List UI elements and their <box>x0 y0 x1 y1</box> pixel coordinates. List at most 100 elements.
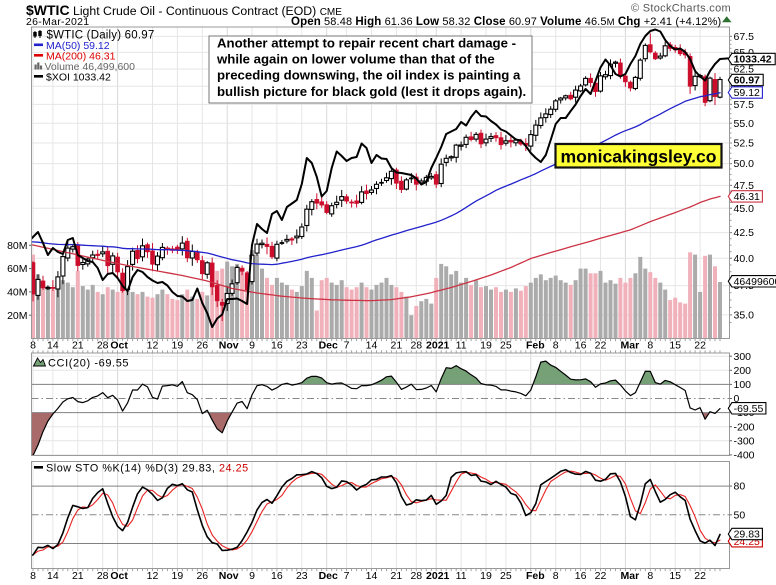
svg-text:200: 200 <box>734 365 752 377</box>
svg-text:Dec: Dec <box>319 340 338 352</box>
svg-text:$WTIC Light Crude Oil - Contin: $WTIC Light Crude Oil - Continuous Contr… <box>26 2 342 18</box>
svg-text:22: 22 <box>595 570 607 582</box>
svg-text:22: 22 <box>694 340 706 352</box>
svg-text:bullish picture for black gold: bullish picture for black gold (lest it … <box>217 84 526 99</box>
svg-text:21: 21 <box>72 340 84 352</box>
svg-text:60.97: 60.97 <box>734 75 760 87</box>
svg-text:Nov: Nov <box>219 340 239 352</box>
svg-text:28: 28 <box>97 340 109 352</box>
svg-text:while again on lower volume th: while again on lower volume than that of… <box>216 52 495 67</box>
svg-text:8: 8 <box>647 340 653 352</box>
svg-text:46499600: 46499600 <box>734 276 776 288</box>
svg-text:Slow STO %K(14) %D(3) 29.83, 2: Slow STO %K(14) %D(3) 29.83, 24.25 <box>46 462 249 474</box>
svg-text:28: 28 <box>410 570 422 582</box>
svg-text:8: 8 <box>647 570 653 582</box>
svg-text:9: 9 <box>249 570 255 582</box>
svg-text:26: 26 <box>196 570 208 582</box>
svg-text:CCI(20) -69.55: CCI(20) -69.55 <box>48 358 129 370</box>
svg-text:Feb: Feb <box>526 340 545 352</box>
svg-text:20M: 20M <box>7 310 27 322</box>
svg-text:8: 8 <box>30 570 36 582</box>
svg-text:25: 25 <box>500 340 512 352</box>
svg-text:2021: 2021 <box>426 340 450 352</box>
svg-text:8: 8 <box>553 570 559 582</box>
svg-text:35.0: 35.0 <box>734 310 755 322</box>
svg-text:Oct: Oct <box>110 340 128 352</box>
svg-text:22: 22 <box>595 340 607 352</box>
svg-text:59.12: 59.12 <box>734 87 760 99</box>
svg-text:80: 80 <box>734 481 746 493</box>
svg-text:9: 9 <box>249 340 255 352</box>
svg-text:50: 50 <box>734 509 746 521</box>
svg-text:16: 16 <box>271 570 283 582</box>
svg-text:-69.55: -69.55 <box>734 403 764 415</box>
svg-text:8: 8 <box>553 340 559 352</box>
svg-text:Mar: Mar <box>621 340 640 352</box>
svg-text:$WTIC (Daily) 60.97: $WTIC (Daily) 60.97 <box>47 30 155 42</box>
svg-text:19: 19 <box>172 340 184 352</box>
svg-text:26-Mar-2021: 26-Mar-2021 <box>26 16 89 28</box>
svg-text:-400: -400 <box>734 450 755 462</box>
svg-text:21: 21 <box>391 340 403 352</box>
svg-text:80M: 80M <box>7 240 27 252</box>
svg-text:14: 14 <box>47 340 59 352</box>
svg-text:12: 12 <box>147 340 159 352</box>
svg-text:monicakingsley.co: monicakingsley.co <box>560 147 716 167</box>
svg-text:preceding downswing, the oil i: preceding downswing, the oil index is pa… <box>217 68 521 83</box>
svg-text:21: 21 <box>72 570 84 582</box>
svg-text:57.5: 57.5 <box>734 99 755 111</box>
svg-text:Mar: Mar <box>621 570 640 582</box>
svg-text:42.5: 42.5 <box>734 227 755 239</box>
svg-text:45.0: 45.0 <box>734 203 755 215</box>
svg-text:19: 19 <box>480 570 492 582</box>
svg-text:MA(50) 59.12: MA(50) 59.12 <box>46 40 110 52</box>
svg-text:7: 7 <box>344 340 350 352</box>
svg-text:7: 7 <box>344 570 350 582</box>
svg-text:Oct: Oct <box>110 570 128 582</box>
svg-text:47.5: 47.5 <box>734 180 755 192</box>
svg-text:Open 58.48 High 61.36 Low 58.3: Open 58.48 High 61.36 Low 58.32 Close 60… <box>291 16 721 28</box>
svg-text:300: 300 <box>734 351 752 363</box>
svg-text:23: 23 <box>296 340 308 352</box>
svg-text:62.5: 62.5 <box>734 64 755 76</box>
svg-text:23: 23 <box>296 570 308 582</box>
svg-text:26: 26 <box>196 340 208 352</box>
svg-text:21: 21 <box>391 570 403 582</box>
svg-text:55.0: 55.0 <box>734 118 755 130</box>
svg-text:11: 11 <box>456 340 467 352</box>
svg-text:14: 14 <box>366 340 378 352</box>
svg-text:Nov: Nov <box>219 570 239 582</box>
svg-text:15: 15 <box>669 570 681 582</box>
svg-text:16: 16 <box>271 340 283 352</box>
svg-text:16: 16 <box>575 570 587 582</box>
svg-text:0: 0 <box>734 393 740 405</box>
svg-text:14: 14 <box>366 570 378 582</box>
svg-text:40.0: 40.0 <box>734 253 755 265</box>
svg-text:11: 11 <box>456 570 467 582</box>
svg-text:MA(200) 46.31: MA(200) 46.31 <box>46 51 116 63</box>
svg-text:100: 100 <box>734 379 752 391</box>
svg-text:12: 12 <box>147 570 159 582</box>
svg-text:50.0: 50.0 <box>734 158 755 170</box>
svg-text:Dec: Dec <box>319 570 338 582</box>
svg-text:19: 19 <box>480 340 492 352</box>
svg-text:© StockCharts.com: © StockCharts.com <box>631 2 731 14</box>
svg-text:8: 8 <box>30 340 36 352</box>
svg-text:67.5: 67.5 <box>734 31 755 43</box>
svg-text:2021: 2021 <box>426 570 450 582</box>
svg-text:40M: 40M <box>7 287 27 299</box>
svg-text:28: 28 <box>97 570 109 582</box>
svg-text:15: 15 <box>669 340 681 352</box>
svg-text:25: 25 <box>500 570 512 582</box>
svg-text:Feb: Feb <box>526 570 545 582</box>
svg-text:60M: 60M <box>7 263 27 275</box>
svg-text:52.5: 52.5 <box>734 138 755 150</box>
svg-text:-200: -200 <box>734 421 755 433</box>
svg-text:16: 16 <box>575 340 587 352</box>
svg-text:Volume 46,499,600: Volume 46,499,600 <box>45 61 136 73</box>
svg-text:14: 14 <box>47 570 59 582</box>
svg-text:29.83: 29.83 <box>734 529 760 541</box>
svg-text:$XOI 1033.42: $XOI 1033.42 <box>46 72 111 84</box>
svg-text:46.31: 46.31 <box>734 191 760 203</box>
svg-text:Another attempt to repair rece: Another attempt to repair recent chart d… <box>217 36 516 51</box>
